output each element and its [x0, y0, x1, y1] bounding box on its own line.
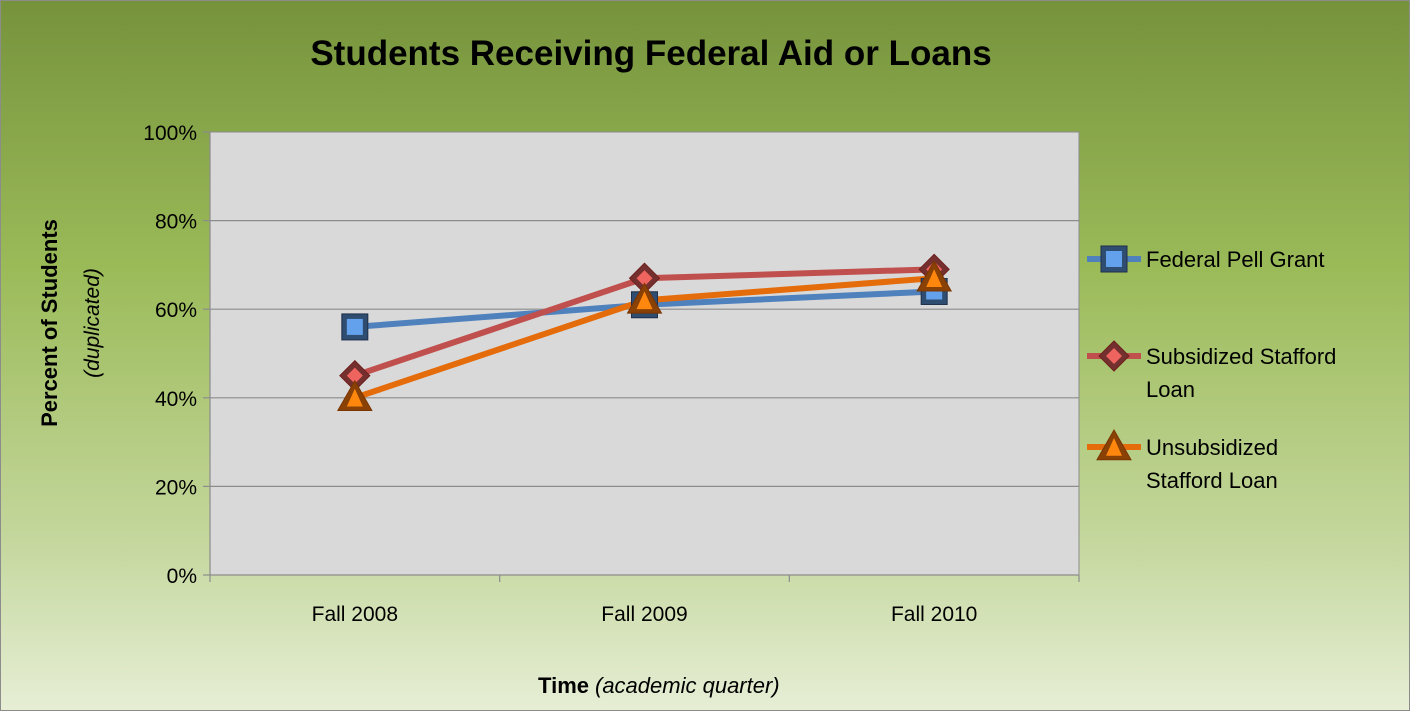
y-tick-label: 20% [155, 476, 197, 499]
data-point-3-highlight [346, 388, 363, 407]
data-point-2-highlight [346, 367, 363, 384]
data-series [336, 253, 953, 412]
legend-marker-highlight [1106, 438, 1122, 456]
y-axis-title: Percent of Students [37, 219, 62, 427]
data-point-1-highlight [346, 318, 363, 335]
legend-label: Stafford Loan [1146, 468, 1278, 493]
y-axis-subtitle: (duplicated) [81, 268, 104, 378]
y-tick-label: 40% [155, 388, 197, 411]
x-tick-label: Fall 2008 [312, 603, 398, 626]
data-point-3-highlight [926, 269, 943, 287]
legend: Federal Pell Grant Subsidized Stafford Loa… [1087, 245, 1336, 493]
x-axis-subtitle: (academic quarter) [595, 673, 780, 698]
legend-label: Unsubsidized [1146, 435, 1278, 460]
data-point-2-highlight [636, 270, 653, 287]
legend-label: Loan [1146, 377, 1195, 402]
legend-label: Subsidized Stafford [1146, 344, 1336, 369]
data-point-3-highlight [636, 291, 653, 310]
y-tick-label: 100% [143, 122, 197, 145]
x-tick-label: Fall 2010 [891, 603, 977, 626]
plot-area [209, 131, 1080, 576]
chart-title: Students Receiving Federal Aid or Loans [310, 34, 991, 73]
axes: 0% 20% 40% 60% 80% 100% Fall 2008 Fall 2009 Fall… [143, 122, 1080, 626]
y-tick-label: 60% [155, 299, 197, 322]
legend-marker [1100, 245, 1128, 273]
x-tick-label: Fall 2009 [601, 603, 687, 626]
y-tick-label: 0% [167, 565, 197, 588]
legend-marker-highlight [1106, 251, 1122, 267]
x-axis-title: Time [538, 673, 589, 698]
legend-marker-highlight [1106, 348, 1122, 364]
y-tick-label: 80% [155, 211, 197, 234]
legend-label: Federal Pell Grant [1146, 247, 1325, 272]
